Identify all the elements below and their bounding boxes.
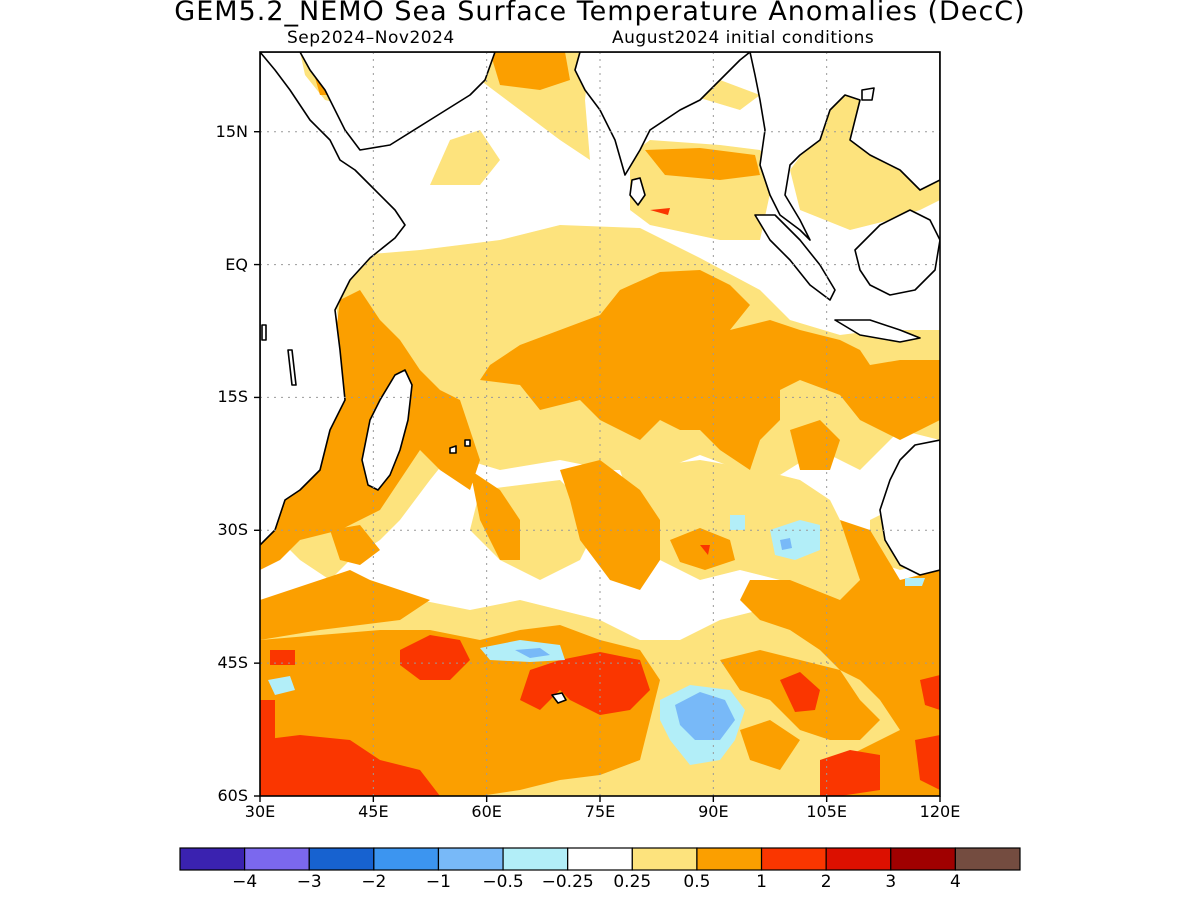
lon-tick-label: 90E bbox=[698, 802, 729, 821]
sumatra-island bbox=[754, 214, 836, 301]
lon-tick-label: 120E bbox=[919, 802, 961, 821]
colorbar-swatch bbox=[696, 847, 763, 871]
colorbar-label: 4 bbox=[949, 872, 961, 892]
lake-malawi bbox=[287, 349, 297, 386]
graticule bbox=[260, 52, 940, 796]
season-subtitle: Sep2024–Nov2024 bbox=[287, 28, 455, 48]
lake-victoria bbox=[261, 324, 267, 341]
colorbar-label: −0.5 bbox=[482, 872, 524, 892]
anomaly-1-2-fill bbox=[260, 208, 940, 796]
arabian-peninsula bbox=[260, 52, 496, 151]
colorbar bbox=[179, 847, 1021, 871]
colorbar-swatch bbox=[954, 847, 1021, 871]
lon-tick-label: 60E bbox=[471, 802, 502, 821]
colorbar-label: 2 bbox=[820, 872, 832, 892]
reunion-island bbox=[464, 439, 471, 447]
colorbar-swatch bbox=[502, 847, 569, 871]
colorbar-label: −4 bbox=[232, 872, 258, 892]
hainan-island bbox=[861, 87, 875, 101]
colorbar-swatch bbox=[890, 847, 956, 871]
colorbar-swatch bbox=[567, 847, 633, 871]
sri-lanka bbox=[629, 177, 646, 206]
initial-conditions-subtitle: August2024 initial conditions bbox=[612, 28, 875, 48]
colorbar-swatch bbox=[244, 847, 310, 871]
colorbar-label: 0.25 bbox=[613, 872, 652, 892]
mauritius-island bbox=[449, 445, 457, 454]
lat-tick-label: 60S bbox=[217, 786, 248, 805]
australia-landmass bbox=[879, 439, 940, 576]
madagascar-island bbox=[361, 369, 413, 491]
colorbar-label: −3 bbox=[296, 872, 322, 892]
coastlines bbox=[260, 52, 940, 704]
borneo-island bbox=[854, 209, 940, 296]
colorbar-swatch bbox=[631, 847, 698, 871]
lon-tick-label: 45E bbox=[358, 802, 389, 821]
lat-tick-label: 30S bbox=[217, 520, 248, 540]
colorbar-swatch bbox=[179, 847, 246, 871]
lat-tick-label: 15S bbox=[217, 387, 248, 407]
colorbar-label: −1 bbox=[425, 872, 451, 892]
lon-tick-label: 30E bbox=[244, 802, 276, 821]
lat-tick-label: 45S bbox=[217, 653, 248, 673]
colorbar-swatch bbox=[308, 847, 375, 871]
lon-tick-label: 75E bbox=[584, 802, 616, 821]
java-island bbox=[834, 319, 921, 343]
colorbar-swatch bbox=[437, 847, 504, 871]
axis-ticks bbox=[254, 131, 941, 802]
colorbar-label: 0.5 bbox=[683, 872, 711, 892]
anomaly-neg0.5-neg1-fill bbox=[515, 538, 792, 740]
chart-title: GEM5.2_NEMO Sea Surface Temperature Anom… bbox=[174, 0, 1026, 27]
lon-tick-label: 105E bbox=[806, 802, 847, 821]
colorbar-swatch bbox=[825, 847, 892, 871]
colorbar-label: 1 bbox=[756, 872, 767, 892]
lat-tick-label: EQ bbox=[225, 254, 248, 274]
colorbar-swatch bbox=[373, 847, 440, 871]
lat-tick-label: 15N bbox=[215, 121, 248, 141]
africa-landmass bbox=[260, 52, 406, 546]
colorbar-swatch bbox=[760, 847, 827, 871]
indochina-landmass bbox=[749, 52, 940, 241]
kerguelen-island bbox=[551, 692, 567, 704]
colorbar-label: 3 bbox=[885, 872, 897, 892]
colorbar-label: −2 bbox=[361, 872, 387, 892]
colorbar-label: −0.25 bbox=[541, 872, 594, 892]
indian-subcontinent bbox=[574, 52, 751, 176]
